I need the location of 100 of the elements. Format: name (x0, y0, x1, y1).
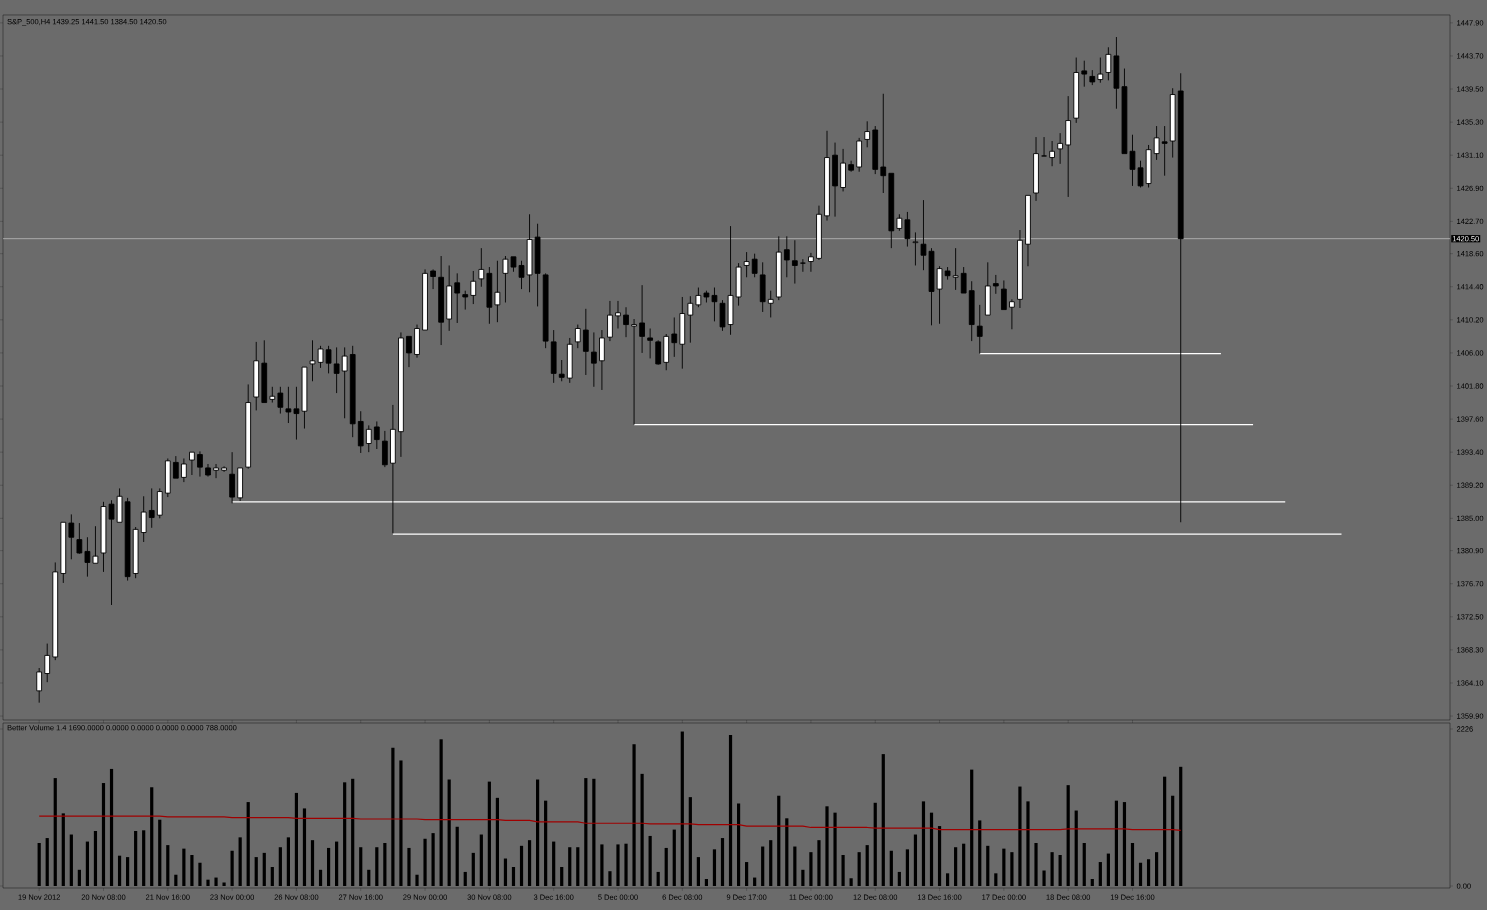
candlestick (1017, 229, 1023, 309)
candlestick (1177, 72, 1184, 523)
candlestick (478, 247, 485, 288)
candlestick (679, 296, 686, 370)
candlestick (1169, 87, 1176, 159)
candlestick (824, 130, 830, 222)
candlestick (550, 329, 557, 384)
candlestick (156, 487, 163, 519)
candlestick (454, 272, 461, 324)
candlestick (808, 252, 814, 273)
candlestick (880, 93, 887, 194)
candlestick (534, 223, 541, 307)
candlestick (615, 300, 621, 329)
candlestick (759, 261, 766, 313)
candlestick (430, 268, 436, 290)
candlestick (856, 137, 863, 173)
candlestick (968, 280, 975, 342)
candlestick (864, 120, 871, 148)
candlestick (912, 231, 919, 266)
candlestick (1057, 132, 1063, 165)
candlestick (44, 643, 51, 683)
candlestick (68, 513, 75, 560)
candlestick (494, 260, 501, 323)
candlestick (438, 255, 444, 346)
candlestick (148, 487, 155, 529)
candlestick (164, 458, 171, 498)
candlestick (181, 458, 187, 483)
candlestick (542, 272, 549, 349)
candlestick (599, 329, 605, 391)
candlestick (1009, 298, 1015, 330)
candlestick (36, 667, 43, 704)
candlestick (751, 253, 758, 278)
candlestick (1089, 69, 1096, 86)
candlestick (840, 148, 846, 192)
candlestick (333, 346, 340, 394)
candlestick (414, 324, 420, 359)
candlestick (76, 522, 83, 554)
candlestick (462, 290, 469, 311)
candlestick (591, 331, 597, 388)
candlestick (992, 274, 999, 295)
candlestick (896, 213, 903, 232)
candlestick (655, 339, 662, 365)
candlestick (566, 337, 573, 384)
candlestick (293, 386, 300, 441)
candlestick (1033, 136, 1039, 202)
candlestick (976, 304, 983, 355)
candlestick (1153, 125, 1160, 161)
candlestick (582, 308, 589, 376)
candlestick (132, 526, 139, 579)
candlestick (84, 536, 91, 578)
candlestick (663, 333, 670, 371)
candlestick (349, 345, 356, 438)
candlestick (904, 211, 911, 248)
candlestick (703, 290, 710, 303)
candlestick (671, 317, 678, 358)
candlestick (365, 424, 372, 453)
candlestick (285, 386, 292, 424)
candlestick (197, 450, 203, 478)
candlestick (1161, 125, 1168, 177)
candlestick (229, 451, 235, 504)
candlestick (767, 290, 774, 318)
candlestick (952, 247, 959, 291)
candlestick (623, 306, 629, 338)
candlestick (735, 262, 742, 307)
candlestick (1105, 46, 1112, 81)
candlestick (1097, 57, 1104, 84)
candlestick (687, 295, 694, 344)
candlestick (253, 341, 260, 411)
candlestick (486, 266, 493, 325)
candlestick (373, 421, 380, 450)
candlestick (1065, 95, 1072, 198)
candlestick (357, 410, 364, 454)
candlestick (775, 235, 782, 301)
candlestick (205, 463, 211, 478)
candlestick (711, 287, 718, 322)
candlestick (791, 239, 798, 285)
candlestick (1073, 57, 1080, 124)
candlestick (1081, 60, 1088, 88)
candlestick (647, 328, 654, 359)
candlestick (783, 235, 790, 278)
candlestick (639, 284, 645, 354)
candlestick (277, 386, 284, 415)
candlestick (832, 142, 838, 218)
candlestick (872, 125, 879, 175)
candlestick (470, 270, 477, 305)
candlestick (325, 345, 332, 374)
candlestick (221, 465, 227, 473)
candlestick (446, 265, 453, 332)
candlestick (52, 562, 59, 661)
candlestick (607, 300, 613, 342)
candlestick (1113, 36, 1120, 110)
candlestick (816, 205, 822, 261)
candlestick (848, 160, 854, 173)
candlestick (381, 430, 388, 468)
candlestick (558, 359, 565, 382)
candlestick (124, 497, 131, 582)
candlestick (695, 287, 702, 308)
candlestick (269, 386, 276, 403)
candlestick (743, 251, 750, 278)
candlestick (213, 463, 219, 479)
